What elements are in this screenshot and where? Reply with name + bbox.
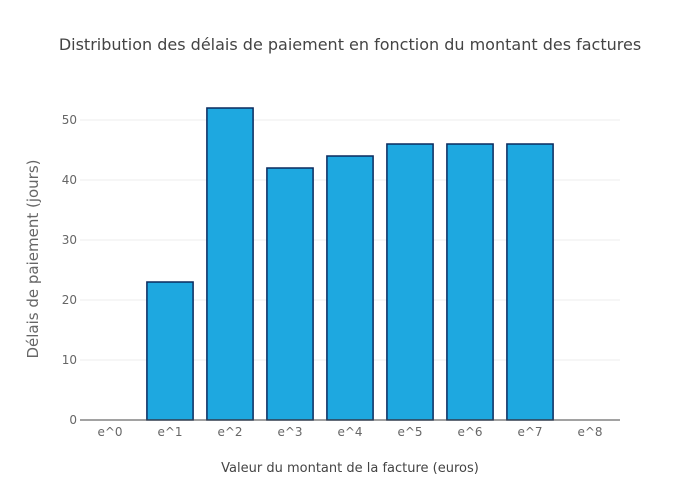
x-tick-labels: e^0 e^1 e^2 e^3 e^4 e^5 e^6 e^7 e^8 [97,425,602,439]
y-tick-label: 50 [62,113,77,127]
y-tick-labels: 0 10 20 30 40 50 [62,113,77,427]
bar [326,155,374,421]
y-tick-label: 40 [62,173,77,187]
y-axis-title: Délais de paiement (jours) [24,159,42,358]
x-tick-label: e^7 [517,425,542,439]
bar [506,143,554,421]
bars [146,107,554,421]
x-tick-label: e^5 [397,425,422,439]
chart-title: Distribution des délais de paiement en f… [59,35,641,54]
bar [146,281,194,421]
x-tick-label: e^3 [277,425,302,439]
x-tick-label: e^1 [157,425,182,439]
y-tick-label: 30 [62,233,77,247]
bar [206,107,254,421]
x-tick-label: e^2 [217,425,242,439]
x-tick-label: e^8 [577,425,602,439]
x-axis-title: Valeur du montant de la facture (euros) [221,461,479,476]
x-tick-label: e^0 [97,425,122,439]
bar [446,143,494,421]
bar [386,143,434,421]
x-tick-label: e^4 [337,425,362,439]
y-tick-label: 20 [62,293,77,307]
y-tick-label: 10 [62,353,77,367]
y-tick-label: 0 [69,413,77,427]
x-tick-label: e^6 [457,425,482,439]
bar [266,167,314,421]
